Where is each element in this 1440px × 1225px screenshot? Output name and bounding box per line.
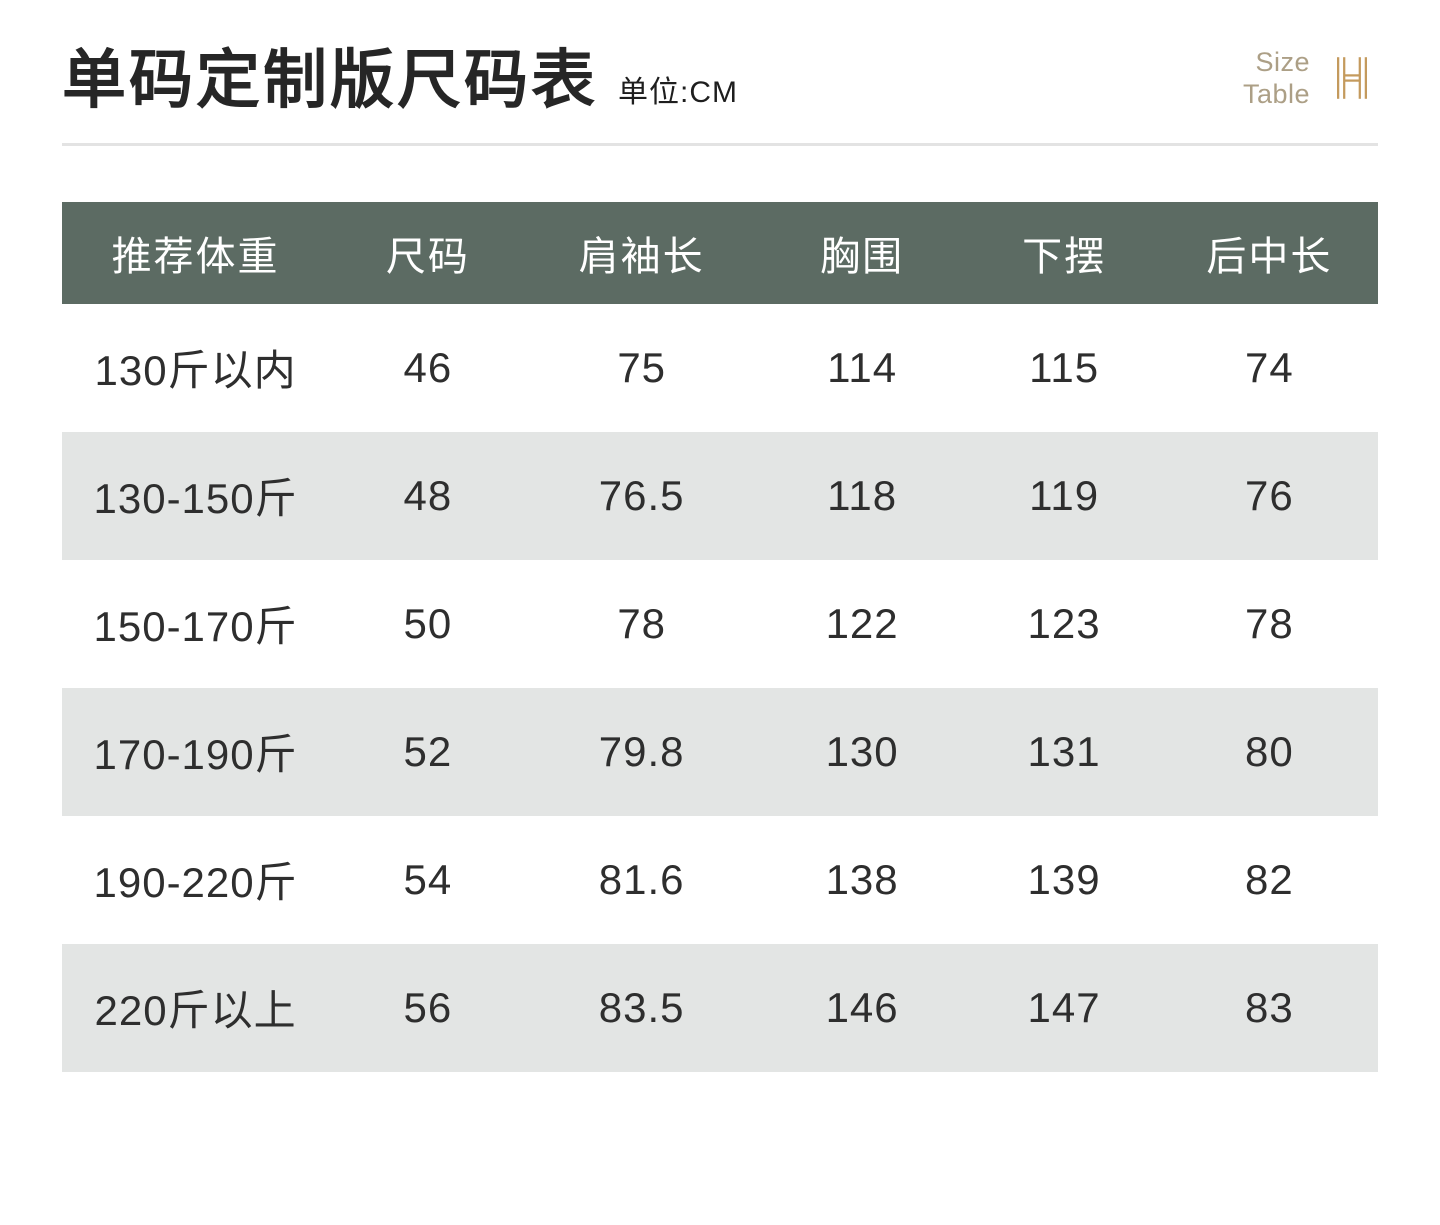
column-header: 后中长 <box>1206 234 1333 279</box>
table-cell: 83.5 <box>598 983 685 1031</box>
table-row: 170-190斤 52 79.8 130 131 80 <box>62 687 1378 816</box>
table-cell: 83 <box>1245 983 1294 1031</box>
table-cell: 130 <box>825 727 899 775</box>
table-cell: 147 <box>1027 983 1101 1031</box>
divider <box>62 142 1378 146</box>
table-cell: 79.8 <box>598 727 685 775</box>
table-header-row: 推荐体重 尺码 肩袖长 胸围 下摆 后中长 <box>62 201 1378 304</box>
table-row: 190-220斤 54 81.6 138 139 82 <box>62 815 1378 944</box>
size-chart-page: 单码定制版尺码表 单位:CM Size Table 推荐体重 尺码 肩袖长 胸围 <box>62 45 1378 1072</box>
table-cell: 74 <box>1245 343 1294 391</box>
table-row: 220斤以上 56 83.5 146 147 83 <box>62 943 1378 1072</box>
table-cell: 122 <box>825 599 899 647</box>
title-group: 单码定制版尺码表 单位:CM <box>62 45 738 117</box>
table-cell: 123 <box>1027 599 1101 647</box>
header: 单码定制版尺码表 单位:CM Size Table <box>62 45 1378 117</box>
badge-line-1: Size <box>1255 47 1310 77</box>
unit-label: 单位:CM <box>618 76 738 110</box>
table-cell: 146 <box>825 983 899 1031</box>
column-header: 尺码 <box>385 234 470 279</box>
table-row: 130斤以内 46 75 114 115 74 <box>62 303 1378 432</box>
table-cell: 131 <box>1027 727 1101 775</box>
column-header: 胸围 <box>820 234 905 279</box>
table-cell: 76.5 <box>598 471 685 519</box>
table-cell: 114 <box>827 343 898 391</box>
table-row: 130-150斤 48 76.5 118 119 76 <box>62 431 1378 560</box>
table-cell: 139 <box>1027 855 1101 903</box>
table-cell: 150-170斤 <box>93 603 298 651</box>
table-cell: 75 <box>617 343 667 391</box>
table-cell: 130斤以内 <box>94 347 297 395</box>
size-table: 推荐体重 尺码 肩袖长 胸围 下摆 后中长 130斤以内 46 75 114 1… <box>62 201 1378 1072</box>
table-cell: 54 <box>403 855 453 903</box>
table-cell: 48 <box>403 471 453 519</box>
brand-block: Size Table <box>1243 46 1378 117</box>
column-header: 下摆 <box>1022 234 1107 279</box>
size-table-badge: Size Table <box>1243 46 1310 111</box>
column-header: 推荐体重 <box>111 234 280 279</box>
table-cell: 56 <box>403 983 453 1031</box>
table-cell: 119 <box>1029 471 1100 519</box>
table-cell: 138 <box>825 855 899 903</box>
table-cell: 220斤以上 <box>94 987 297 1035</box>
table-row: 150-170斤 50 78 122 123 78 <box>62 559 1378 688</box>
table-cell: 46 <box>403 343 453 391</box>
table-cell: 81.6 <box>598 855 685 903</box>
table-cell: 76 <box>1245 471 1294 519</box>
brand-h-logo-icon <box>1337 57 1367 100</box>
table-cell: 130-150斤 <box>93 475 298 523</box>
table-cell: 50 <box>403 599 453 647</box>
table-cell: 80 <box>1245 727 1294 775</box>
table-cell: 170-190斤 <box>93 731 298 779</box>
page-title: 单码定制版尺码表 <box>62 45 598 117</box>
table-cell: 82 <box>1245 855 1294 903</box>
badge-line-2: Table <box>1242 79 1310 110</box>
table-cell: 52 <box>403 727 453 775</box>
column-header: 肩袖长 <box>578 234 705 279</box>
table-cell: 78 <box>1245 599 1294 647</box>
table-cell: 115 <box>1029 343 1100 391</box>
table-cell: 78 <box>617 599 667 647</box>
table-cell: 118 <box>827 471 898 519</box>
table-cell: 190-220斤 <box>93 859 298 907</box>
